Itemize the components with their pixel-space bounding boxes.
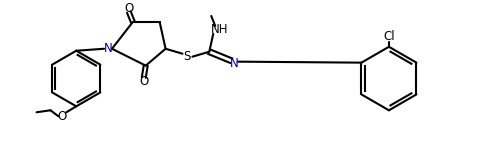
Text: N: N	[104, 42, 112, 55]
Text: O: O	[58, 110, 67, 123]
Text: N: N	[230, 57, 239, 70]
Text: NH: NH	[211, 23, 228, 36]
Text: O: O	[124, 2, 134, 15]
Text: O: O	[139, 75, 148, 88]
Text: Cl: Cl	[383, 30, 395, 43]
Text: S: S	[184, 50, 191, 63]
